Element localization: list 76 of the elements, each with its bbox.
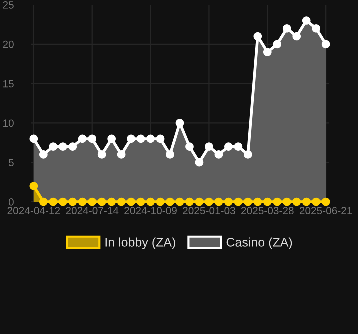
point bbox=[176, 198, 184, 206]
point bbox=[263, 48, 272, 56]
point bbox=[156, 134, 165, 144]
point bbox=[166, 150, 174, 159]
x-tick-label: 2025-01-03 bbox=[183, 207, 236, 215]
point bbox=[302, 16, 311, 25]
point bbox=[224, 142, 233, 152]
y-tick-label: 10 bbox=[4, 120, 14, 128]
point bbox=[30, 182, 38, 190]
point bbox=[98, 198, 106, 206]
point bbox=[282, 198, 292, 206]
x-tick-label: 2024-04-12 bbox=[8, 207, 60, 215]
x-tick-label: 2025-06-21 bbox=[300, 207, 352, 215]
legend-label: Casino (ZA) bbox=[226, 238, 292, 250]
point bbox=[312, 198, 321, 206]
point bbox=[78, 134, 87, 144]
point bbox=[273, 198, 282, 206]
point bbox=[292, 198, 302, 206]
point bbox=[49, 198, 58, 206]
point bbox=[244, 198, 252, 206]
legend-label: In lobby (ZA) bbox=[106, 238, 176, 250]
point bbox=[254, 198, 262, 206]
point bbox=[254, 32, 262, 41]
point bbox=[127, 134, 136, 144]
point bbox=[108, 198, 116, 206]
point bbox=[205, 142, 214, 152]
point bbox=[214, 198, 224, 206]
point bbox=[98, 150, 106, 159]
point bbox=[136, 198, 146, 206]
point bbox=[117, 198, 126, 206]
point bbox=[186, 198, 194, 206]
point bbox=[166, 198, 174, 206]
point bbox=[312, 24, 321, 33]
point bbox=[205, 198, 214, 206]
y-tick-label: 20 bbox=[3, 40, 14, 48]
point bbox=[108, 134, 116, 144]
point bbox=[195, 198, 204, 206]
point bbox=[282, 24, 292, 33]
point bbox=[88, 198, 97, 206]
y-tick-label: 0 bbox=[8, 198, 14, 206]
point bbox=[58, 198, 68, 206]
point bbox=[224, 198, 233, 206]
point bbox=[322, 198, 330, 206]
point bbox=[214, 150, 224, 159]
point bbox=[88, 134, 97, 144]
y-tick-label: 25 bbox=[3, 2, 14, 9]
point bbox=[322, 40, 330, 49]
y-tick-label: 5 bbox=[8, 159, 14, 166]
point bbox=[263, 198, 272, 206]
point bbox=[146, 198, 155, 206]
point bbox=[234, 198, 243, 206]
point bbox=[39, 150, 48, 159]
point bbox=[146, 134, 155, 144]
point bbox=[39, 198, 48, 206]
x-tick-label: 2025-03-28 bbox=[242, 207, 294, 215]
point bbox=[136, 134, 146, 144]
point bbox=[68, 142, 78, 152]
point bbox=[156, 198, 165, 206]
point bbox=[186, 142, 194, 152]
point bbox=[30, 134, 38, 144]
y-tick-label: 15 bbox=[4, 80, 14, 88]
point bbox=[176, 119, 184, 128]
x-tick-label: 2024-07-14 bbox=[66, 207, 119, 215]
point bbox=[244, 150, 252, 159]
point bbox=[117, 150, 126, 159]
point bbox=[68, 198, 78, 206]
point bbox=[234, 142, 243, 152]
point bbox=[273, 40, 282, 49]
point bbox=[195, 158, 204, 167]
point bbox=[127, 198, 136, 206]
point bbox=[292, 32, 302, 41]
point bbox=[78, 198, 87, 206]
point bbox=[49, 142, 58, 152]
point bbox=[58, 142, 68, 152]
point bbox=[302, 198, 311, 206]
x-tick-label: 2024-10-09 bbox=[124, 207, 177, 215]
